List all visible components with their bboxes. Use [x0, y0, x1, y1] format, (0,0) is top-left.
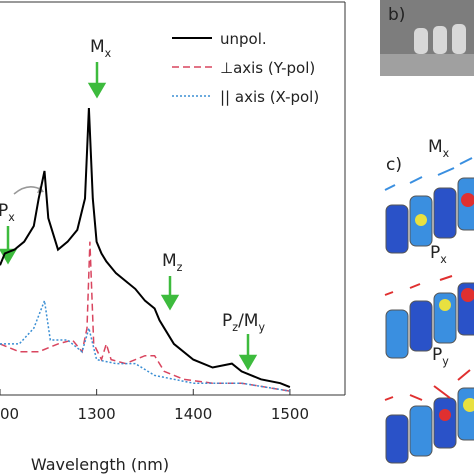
arrows — [0, 62, 258, 371]
label-text: P — [432, 345, 442, 365]
subscript: x — [105, 47, 112, 60]
label-text: P — [222, 311, 232, 331]
subscript: x — [440, 253, 447, 266]
sem-pillars — [414, 24, 466, 54]
x-tick-label: 1200 — [0, 405, 19, 423]
label-text: /M — [238, 311, 258, 331]
series-line — [0, 108, 291, 389]
label-text: M — [90, 37, 105, 57]
subscript: z — [232, 321, 238, 334]
label-text: P — [0, 201, 8, 221]
x-tick-label: 1400 — [174, 405, 212, 423]
subscript: x — [8, 211, 15, 224]
sem-substrate — [380, 54, 474, 76]
mode-images — [384, 157, 474, 464]
subscript: y — [442, 355, 449, 368]
label-text: P — [430, 243, 440, 263]
legend-label: || axis (X-pol) — [220, 88, 319, 106]
legend-label: ⊥axis (Y-pol) — [220, 59, 315, 77]
annotation: Mx — [90, 37, 112, 60]
panel-label: c) — [386, 155, 402, 175]
annotation: Pz/My — [222, 311, 265, 334]
panel-label: b) — [388, 5, 405, 25]
mode-label: Py — [432, 345, 449, 368]
annotation: Mz — [162, 251, 183, 274]
annotation: Px — [0, 201, 15, 224]
mode-label: Mx — [428, 137, 450, 160]
legend-label: unpol. — [220, 30, 267, 48]
subscript: x — [443, 147, 450, 160]
x-tick-label: 1300 — [78, 405, 116, 423]
mode-label: Px — [430, 243, 447, 266]
label-text: M — [428, 137, 443, 157]
label-text: M — [162, 251, 177, 271]
x-tick-label: 1500 — [271, 405, 309, 423]
subscript: z — [177, 261, 183, 274]
subscript: y — [258, 321, 265, 334]
x-axis-label: Wavelength (nm) — [31, 455, 169, 474]
